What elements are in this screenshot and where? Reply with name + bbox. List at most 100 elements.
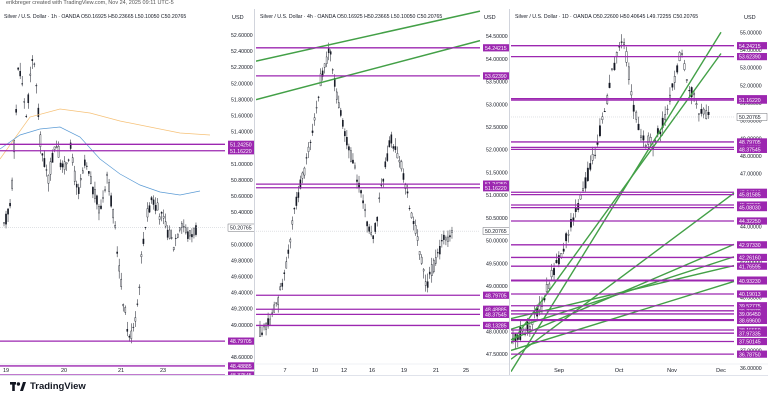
price-level-label: 39.06450 [739, 312, 761, 318]
candle-body [362, 200, 364, 204]
candle-body [700, 108, 703, 114]
candle-body [59, 162, 62, 168]
candle-body [45, 169, 48, 171]
candle-body [599, 125, 601, 137]
price-level-badge [737, 350, 767, 358]
price-level-badge [483, 72, 509, 80]
candle-body [164, 221, 167, 227]
candle-body [565, 233, 568, 242]
candle-body [671, 83, 674, 88]
pane-title-1d: Silver / U.S. Dollar · 1D · OANDA O50.22… [515, 14, 699, 20]
candle-body [33, 63, 36, 65]
candle-body [5, 213, 7, 225]
chart-pane-1d[interactable]: 55.00000 54.00000 53.00000 52.00000 51.00000… [511, 9, 768, 375]
price-axis-tick: 40.00000 [740, 295, 762, 301]
candle-body [394, 146, 397, 150]
candle-body [285, 261, 288, 269]
candle-body [402, 173, 405, 180]
candle-body [582, 188, 584, 191]
candle-body [73, 170, 76, 182]
candle-body [138, 286, 141, 288]
price-level-label: 48.79705 [485, 293, 507, 299]
candle-body [331, 69, 334, 71]
candle-body [136, 303, 139, 305]
candle-body [35, 85, 38, 87]
candle-body [432, 259, 435, 273]
candle-body [372, 235, 374, 240]
candle-body [562, 248, 565, 252]
candle-body [695, 103, 698, 105]
candle-body [553, 268, 555, 276]
chart-pane-4h[interactable]: 54.50000 54.00000 53.50000 53.00000 52.50000… [256, 9, 510, 375]
candle-body [550, 270, 553, 278]
price-level-badge [228, 140, 254, 148]
candle-body [335, 91, 338, 100]
candle-body [183, 226, 185, 228]
candle-body [259, 326, 261, 337]
candle-body [591, 154, 594, 161]
candle-body [187, 231, 189, 239]
candle-body [570, 219, 572, 228]
candle-body [132, 326, 135, 328]
time-axis-label: 21 [433, 368, 439, 374]
candle-body [443, 234, 445, 240]
channel-trendline [511, 256, 735, 330]
channel-trendline-upper [256, 10, 481, 62]
candle-body [422, 269, 425, 272]
chart-canvas-4h[interactable]: 54.50000 54.00000 53.50000 53.00000 52.50000… [256, 9, 510, 375]
chart-pane-1h[interactable]: 52.60000 52.40000 52.20000 52.00000 51.80000… [0, 9, 255, 375]
price-axis-tick: 51.50000 [486, 170, 508, 176]
candle-body [7, 208, 9, 215]
price-axis-tick: 51.00000 [231, 162, 253, 168]
candle-body [112, 209, 114, 219]
price-level-badge [483, 291, 509, 299]
candle-body [615, 52, 618, 57]
currency-label-4h: USD [484, 15, 496, 21]
price-level-badge [483, 305, 509, 313]
candle-body [134, 317, 137, 322]
candle-body [317, 96, 320, 98]
candle-body [130, 330, 133, 339]
chart-canvas-1h[interactable]: 52.60000 52.40000 52.20000 52.00000 51.80000… [0, 9, 255, 375]
candle-body [47, 175, 50, 184]
price-level-badge [737, 262, 767, 270]
candle-body [3, 222, 5, 224]
chart-canvas-1d[interactable]: 55.00000 54.00000 53.00000 52.00000 51.00000… [511, 9, 768, 375]
price-level-badge [737, 277, 767, 285]
tradingview-logo[interactable]: TradingView [10, 381, 86, 392]
price-axis-tick: 36.00000 [740, 366, 762, 372]
candle-body [110, 195, 112, 207]
candle-body [269, 318, 271, 326]
candle-body [176, 233, 179, 238]
candle-body [642, 135, 645, 141]
candle-body [57, 145, 60, 158]
candle-body [100, 205, 102, 209]
candle-body [146, 208, 149, 218]
price-axis-tick: 50.00000 [486, 239, 508, 245]
candle-body [360, 190, 362, 194]
candle-body [77, 187, 80, 194]
candle-body [392, 146, 395, 149]
candle-body [51, 152, 54, 163]
candle-body [579, 194, 582, 200]
candle-body [406, 191, 409, 194]
candle-body [307, 146, 310, 152]
price-axis-tick: 52.00000 [231, 81, 253, 87]
candle-body [702, 108, 705, 115]
candle-body [88, 171, 90, 174]
candle-body [277, 297, 279, 306]
candle-body [104, 189, 106, 191]
price-level-badge [737, 302, 767, 310]
candle-body [644, 144, 647, 147]
candle-body [627, 66, 630, 80]
price-axis-tick: 50.50000 [486, 216, 508, 222]
candle-body [273, 304, 275, 313]
candle-body [620, 41, 623, 43]
current-price-badge [227, 223, 254, 232]
time-axis-label: 16 [369, 368, 375, 374]
price-level-label: 36.78750 [739, 352, 761, 358]
price-level-label: 48.48885 [230, 364, 252, 370]
candle-body [31, 59, 34, 61]
current-price-label: 50.20765 [485, 229, 507, 235]
candles-group [3, 55, 197, 344]
